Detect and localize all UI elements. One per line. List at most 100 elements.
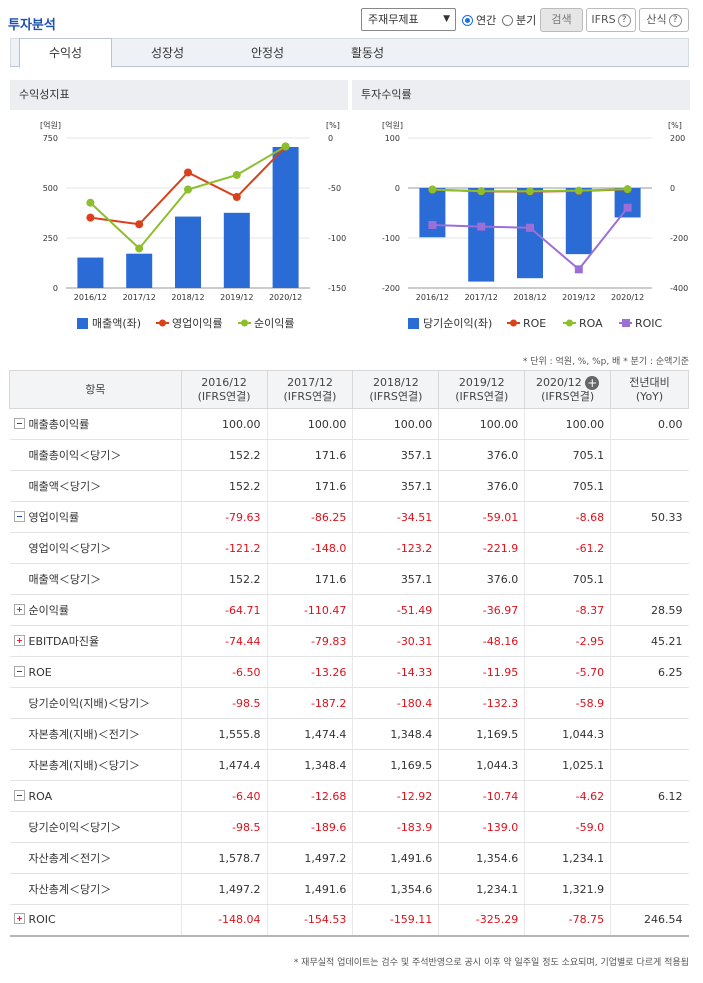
period: 2016/12: [201, 375, 247, 389]
basis: (IFRS연결): [455, 389, 509, 403]
legend-label: ROA: [579, 317, 603, 330]
bar: [77, 257, 104, 288]
formula-button[interactable]: 산식?: [639, 8, 689, 32]
left-tick-label: -100: [382, 234, 400, 243]
row-label: 영업이익률: [9, 501, 182, 533]
expand-icon[interactable]: [13, 913, 25, 925]
table-row: 당기순이익(지배)＜당기＞ -98.5 -187.2 -180.4 -132.3 -58.…: [9, 687, 689, 719]
cell-value: 1,025.1: [524, 749, 611, 781]
collapse-icon[interactable]: [13, 665, 25, 677]
col-head-period: 2019/12 (IFRS연결): [438, 370, 526, 409]
cell-value: 357.1: [352, 439, 439, 471]
profitability-chart: [억원] [%] 750 0 500 -50 250 -100 0 -150 2016/12 2017…: [40, 120, 346, 330]
period: 2019/12: [458, 375, 505, 389]
col-head-item: 항목: [9, 370, 182, 409]
row-label-text: 매출총이익＜당기＞: [28, 449, 122, 462]
footer-note: * 재무실적 업데이트는 검수 및 주석반영으로 공시 이후 약 일주일 정도 …: [293, 958, 689, 968]
col-head-period: 2016/12 (IFRS연결): [180, 370, 268, 409]
cell-value: 357.1: [352, 563, 439, 595]
row-label-text: ROE: [28, 665, 52, 679]
cell-yoy: [610, 687, 689, 719]
expand-icon[interactable]: [13, 604, 25, 615]
series-point: [477, 222, 486, 231]
cell-value: -59.01: [438, 501, 525, 533]
cell-value: -51.49: [352, 594, 439, 626]
add-icon[interactable]: +: [585, 375, 600, 390]
cell-yoy: 0.00: [610, 408, 689, 440]
collapse-icon[interactable]: [13, 418, 25, 429]
collapse-icon[interactable]: [13, 511, 25, 522]
cell-value: -10.74: [438, 780, 525, 812]
row-label: EBITDA마진율: [9, 625, 182, 657]
cell-value: -79.63: [180, 501, 268, 533]
cell-value: -180.4: [352, 687, 439, 719]
cell-value: -11.95: [438, 656, 525, 688]
series-point: [135, 244, 144, 253]
row-label: 매출액＜당기＞: [9, 470, 182, 502]
return-chart: [억원] [%] 100 200 0 0 -100 -200 -200 -400 2016/12 20…: [382, 120, 688, 330]
x-tick-label: 2020/12: [269, 293, 302, 302]
cell-value: 1,044.3: [524, 718, 611, 750]
search-button[interactable]: 검색: [540, 8, 583, 32]
right-tick-label: -100: [328, 234, 346, 243]
right-tick-label: 0: [328, 134, 333, 143]
radio-quarter-label: 분기: [516, 14, 537, 27]
cell-yoy: 50.33: [610, 501, 689, 533]
radio-quarter-dot[interactable]: [502, 14, 513, 26]
cell-value: -12.92: [352, 780, 439, 812]
expand-icon[interactable]: [13, 635, 25, 646]
cell-value: -221.9: [438, 532, 525, 564]
table-row: ROE -6.50 -13.26 -14.33 -11.95 -5.70 6.25: [9, 656, 689, 688]
cell-value: -36.97: [438, 594, 525, 626]
legend-label: ROIC: [635, 317, 663, 330]
row-label: 순이익률: [9, 594, 182, 626]
radio-annual-dot[interactable]: [462, 14, 473, 26]
cell-yoy: [610, 873, 689, 905]
statement-select-value: 주재무제표: [368, 13, 419, 26]
statement-select[interactable]: 주재무제표 ▼: [361, 8, 456, 31]
cell-value: -148.0: [266, 532, 353, 564]
help-icon: ?: [668, 13, 682, 27]
table-row: 자본총계(지배)＜전기＞ 1,555.8 1,474.4 1,348.4 1,169.5…: [9, 718, 689, 750]
row-label: 자본총계(지배)＜당기＞: [9, 749, 182, 781]
cell-yoy: [610, 532, 689, 564]
row-label-text: ROIC: [28, 913, 56, 927]
cell-value: -325.29: [438, 904, 525, 937]
right-tick-label: -200: [670, 234, 688, 243]
cell-value: 1,491.6: [352, 842, 439, 874]
cell-value: -148.04: [180, 904, 268, 937]
profitability-table: 항목 2016/12 (IFRS연결) 2017/12 (IFRS연결) 2018/…: [9, 370, 689, 937]
series-point: [574, 186, 583, 195]
profitability-chart-panel: 수익성지표 [억원] [%] 750 0 500 -50 250 -100 0 -150 2016/…: [10, 80, 348, 336]
tab-activity[interactable]: 활동성: [350, 46, 385, 60]
cell-value: -187.2: [266, 687, 353, 719]
cell-value: 152.2: [180, 563, 268, 595]
cell-value: -8.37: [524, 594, 611, 626]
cell-yoy: [610, 811, 689, 843]
cell-yoy: [610, 749, 689, 781]
series-point: [184, 168, 192, 177]
table-row: 자산총계＜당기＞ 1,497.2 1,491.6 1,354.6 1,234.1 1,32…: [9, 873, 689, 905]
cell-value: 1,234.1: [524, 842, 611, 874]
legend-label: 당기순이익(좌): [423, 317, 492, 330]
collapse-icon[interactable]: [13, 789, 25, 801]
tab-growth[interactable]: 성장성: [150, 46, 185, 60]
cell-value: -6.50: [180, 656, 268, 688]
legend-label: ROE: [523, 317, 546, 330]
tab-stability[interactable]: 안정성: [250, 46, 285, 60]
return-chart-panel: 투자수익률 [억원] [%] 100 200 0 0 -100 -200 -200 -400 201…: [352, 80, 690, 336]
cell-value: 100.00: [352, 408, 439, 440]
table-row: 영업이익률 -79.63 -86.25 -34.51 -59.01 -8.68 50.33: [9, 501, 689, 533]
legend-marker: [77, 318, 88, 329]
ifrs-button[interactable]: IFRS?: [586, 8, 636, 32]
cell-value: -98.5: [180, 811, 268, 843]
cell-value: -2.95: [524, 625, 611, 657]
cell-value: -61.2: [524, 532, 611, 564]
left-tick-label: 250: [43, 234, 58, 243]
radio-annual[interactable]: 연간: [462, 12, 496, 28]
series-point: [232, 193, 241, 202]
radio-quarter[interactable]: 분기: [502, 12, 536, 28]
cell-value: -8.68: [524, 501, 611, 533]
tab-profitability[interactable]: 수익성: [19, 38, 112, 68]
right-tick-label: -400: [670, 284, 688, 293]
